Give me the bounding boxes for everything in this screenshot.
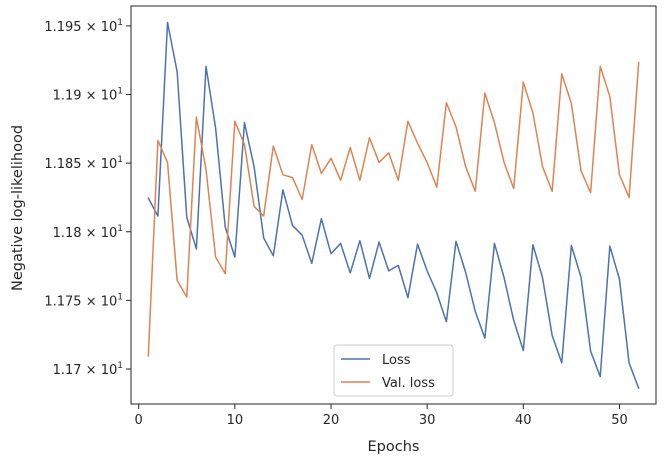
x-axis: 0 10 20 30 40 50 (135, 404, 628, 428)
x-tick-label: 30 (419, 413, 436, 428)
y-tick-label: 1.18 × 101 (53, 224, 123, 241)
y-axis: 1.17 × 101 1.175 × 101 1.18 × 101 1.185 × 1… (44, 18, 131, 378)
x-tick-label: 10 (227, 413, 244, 428)
legend: Loss Val. loss (333, 344, 454, 397)
x-axis-label: Epochs (368, 439, 420, 455)
x-tick-label: 0 (135, 413, 143, 428)
y-axis-label: Negative log-likelihood (10, 125, 26, 291)
y-tick-label: 1.195 × 101 (44, 18, 123, 35)
y-tick-label: 1.175 × 101 (44, 292, 123, 309)
legend-label-val-loss: Val. loss (382, 376, 435, 391)
x-tick-label: 20 (323, 413, 340, 428)
y-tick-label: 1.19 × 101 (53, 87, 123, 104)
x-tick-label: 50 (611, 413, 628, 428)
y-tick-label: 1.185 × 101 (44, 155, 123, 172)
legend-label-loss: Loss (382, 353, 411, 368)
series-line-loss (147, 21, 640, 389)
series-layer (147, 21, 640, 389)
series-line-val-loss (147, 61, 640, 357)
y-tick-label: 1.17 × 101 (53, 361, 123, 378)
legend-box (333, 344, 454, 397)
plot-frame (130, 5, 657, 405)
x-tick-label: 40 (515, 413, 532, 428)
